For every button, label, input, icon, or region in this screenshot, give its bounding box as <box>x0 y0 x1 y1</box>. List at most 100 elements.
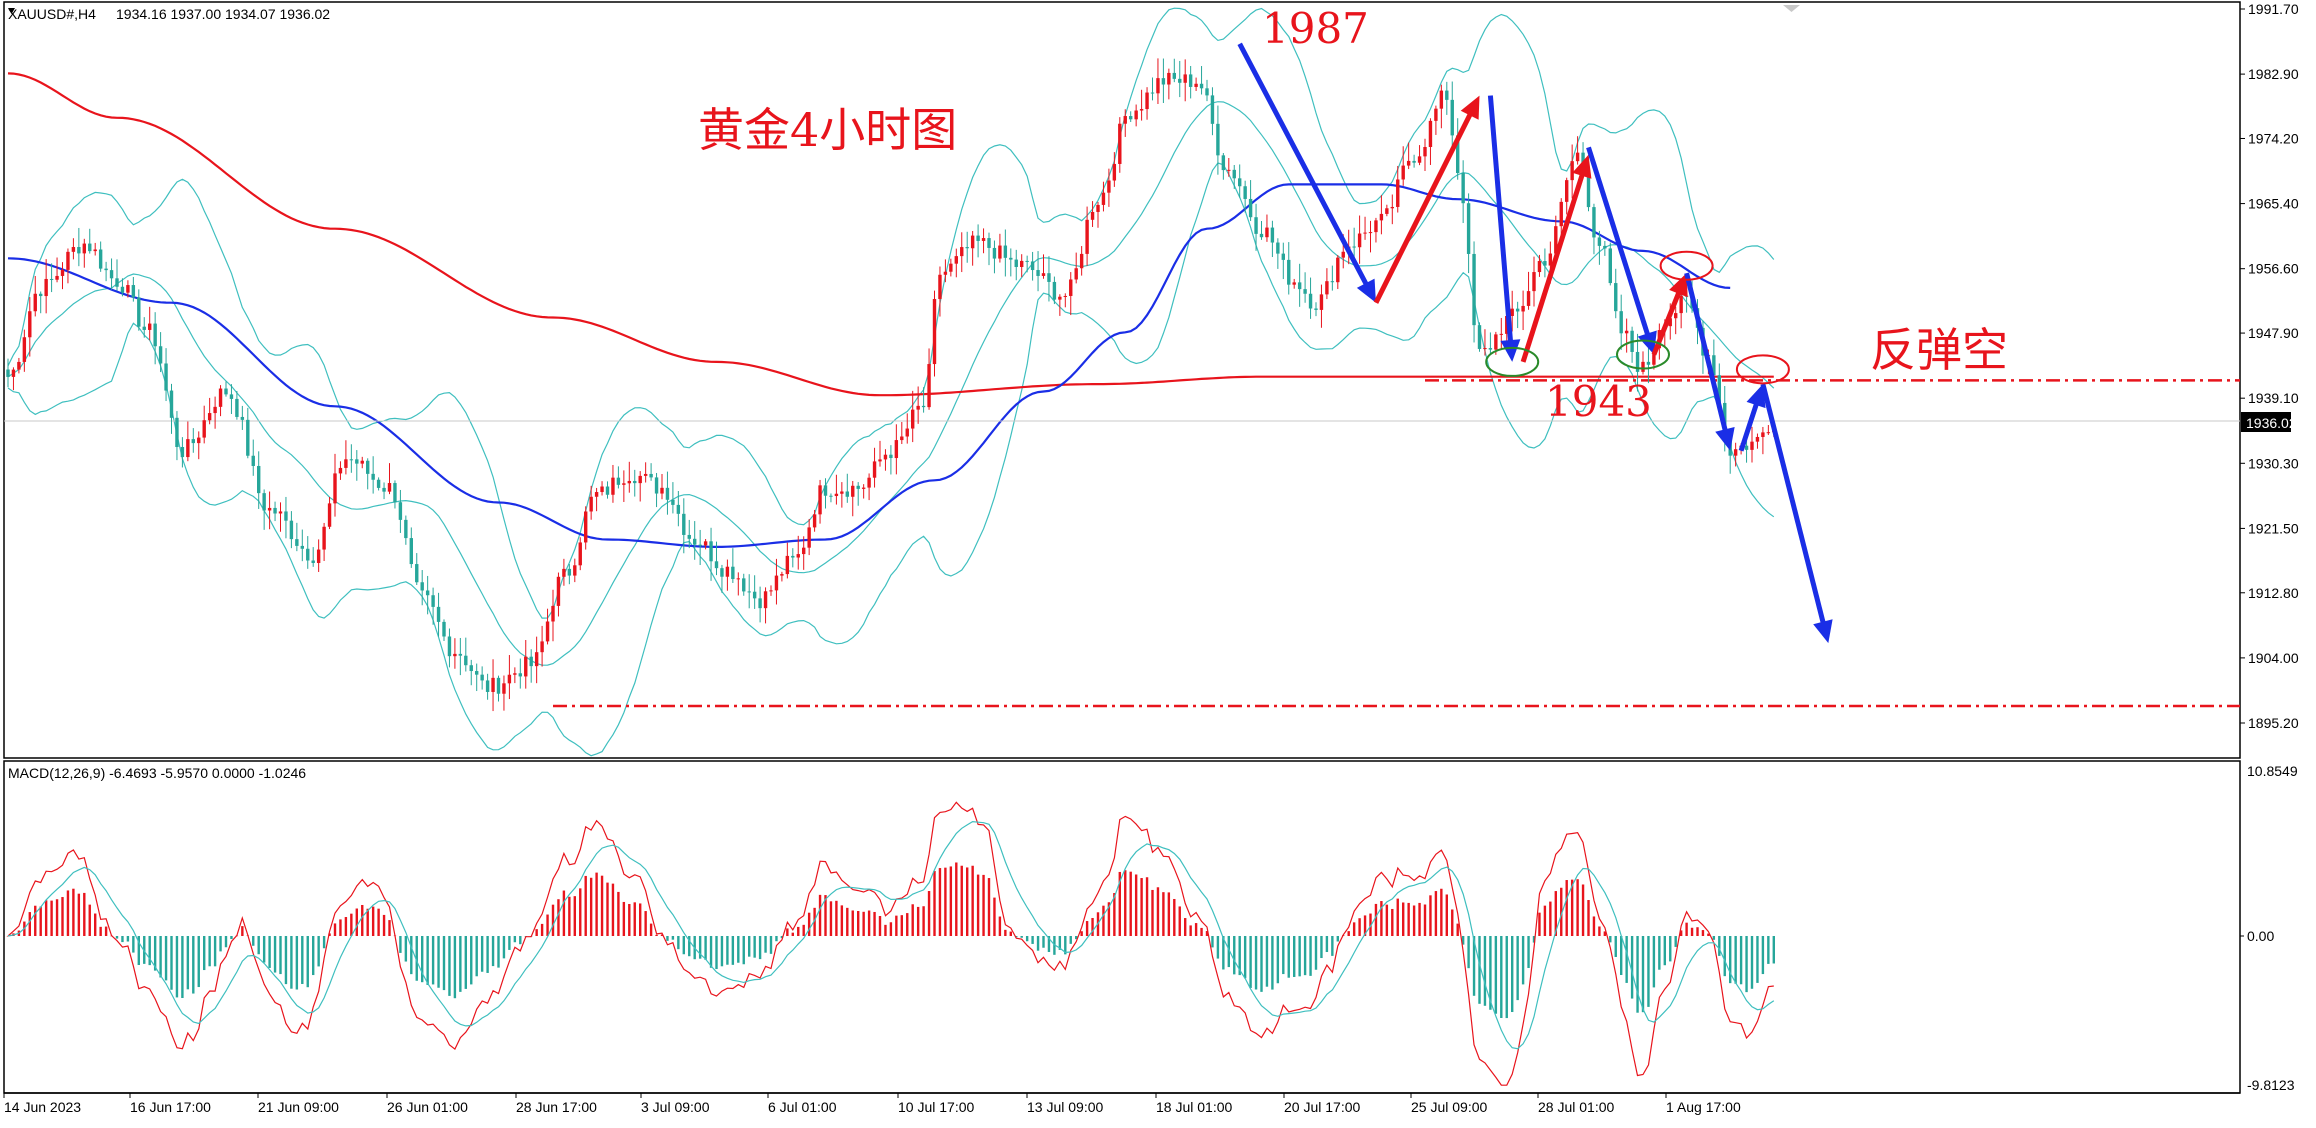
candle-body <box>911 409 915 429</box>
candle-body <box>453 653 457 657</box>
candle-body <box>1750 441 1754 450</box>
macd-bar <box>857 911 860 936</box>
macd-bar <box>508 936 511 950</box>
macd-bar <box>197 936 200 988</box>
candle-body <box>883 454 888 460</box>
candle-body <box>475 671 479 675</box>
macd-bar <box>137 936 140 966</box>
candle-body <box>807 527 811 548</box>
macd-bar <box>1347 931 1350 936</box>
candle-body <box>464 655 468 666</box>
candle-body <box>703 541 708 546</box>
x-tick-label: 26 Jun 01:00 <box>387 1099 468 1115</box>
candle-body <box>1744 445 1749 450</box>
macd-bar <box>1233 936 1236 975</box>
candle-body <box>1532 272 1536 292</box>
macd-bar <box>121 936 124 943</box>
candle-body <box>202 420 206 438</box>
candle-body <box>927 364 931 408</box>
candle-body <box>1009 257 1013 260</box>
macd-bar <box>1025 936 1029 942</box>
candle-body <box>420 582 424 591</box>
macd-bar <box>448 936 451 996</box>
macd-bar <box>1598 926 1601 936</box>
candle-body <box>1036 270 1040 276</box>
candle-body <box>932 299 937 365</box>
macd-bar <box>829 901 833 936</box>
macd-bar <box>371 906 375 936</box>
candle-body <box>1439 90 1444 109</box>
macd-bar <box>1603 931 1607 936</box>
candle-body <box>524 656 528 677</box>
candle-body <box>109 270 114 279</box>
macd-bar <box>1331 936 1334 956</box>
candle-body <box>158 346 163 364</box>
macd-bar <box>442 936 446 991</box>
candle-body <box>442 621 446 637</box>
macd-bar <box>1227 936 1230 968</box>
macd-bar <box>769 936 773 954</box>
macd-bar <box>780 936 784 939</box>
macd-bar <box>1064 936 1067 955</box>
macd-bar <box>1113 893 1116 936</box>
candle-body <box>115 278 119 287</box>
macd-bar <box>328 933 331 936</box>
macd-bar <box>39 906 42 936</box>
candle-body <box>71 247 76 252</box>
macd-bar <box>720 936 724 967</box>
macd-bar <box>1036 936 1040 951</box>
macd-bar <box>628 903 631 936</box>
candle-body <box>360 460 364 464</box>
macd-bar <box>219 936 222 952</box>
macd-bar <box>709 936 713 968</box>
macd-bar <box>1380 901 1383 936</box>
circle-mark-3 <box>1616 339 1670 370</box>
chart-shift-marker-icon[interactable] <box>1783 5 1800 12</box>
macd-bar <box>677 936 680 950</box>
macd-bar <box>61 897 64 936</box>
y-tick-label: 1939.10 <box>2248 390 2299 406</box>
annotation-marks <box>1485 250 1790 385</box>
candle-body <box>6 369 10 377</box>
macd-bar <box>846 907 849 936</box>
macd-bar <box>415 936 418 981</box>
macd-bar <box>1505 936 1508 1019</box>
macd-bar <box>1271 936 1274 990</box>
macd-bar <box>181 936 184 999</box>
macd-bar <box>1194 923 1198 936</box>
macd-bar <box>595 872 598 936</box>
candle-body <box>502 683 506 694</box>
dropdown-triangle-icon[interactable] <box>8 8 15 14</box>
macd-bar <box>361 904 364 936</box>
macd-bar <box>916 906 920 936</box>
macd-bar <box>513 936 517 943</box>
macd-bar <box>698 936 702 959</box>
macd-bar <box>1745 936 1748 993</box>
macd-bar <box>649 923 653 936</box>
macd-bar <box>126 936 130 942</box>
candle-body <box>660 487 664 494</box>
candle-body <box>1183 74 1187 83</box>
macd-bar <box>1750 936 1754 989</box>
candle-body <box>605 486 610 495</box>
arrow-shaft-2 <box>1487 95 1514 353</box>
macd-bar <box>1129 871 1132 936</box>
candle-body <box>251 455 255 466</box>
macd-bar <box>960 865 963 936</box>
macd-bar <box>301 936 304 984</box>
candle-body <box>872 461 877 478</box>
candle-body <box>1276 242 1280 254</box>
x-tick-label: 6 Jul 01:00 <box>768 1099 837 1115</box>
candle-body <box>300 545 304 549</box>
macd-bar <box>1102 905 1105 936</box>
arrow-shaft-4 <box>1586 146 1654 346</box>
macd-bar <box>715 936 718 970</box>
macd-bar <box>132 936 135 953</box>
macd-bar <box>1614 936 1617 957</box>
macd-bar <box>28 912 31 936</box>
macd-bar <box>1205 931 1209 936</box>
macd-bar <box>350 913 353 936</box>
candle-body <box>1096 204 1100 212</box>
macd-bar <box>1609 936 1612 943</box>
